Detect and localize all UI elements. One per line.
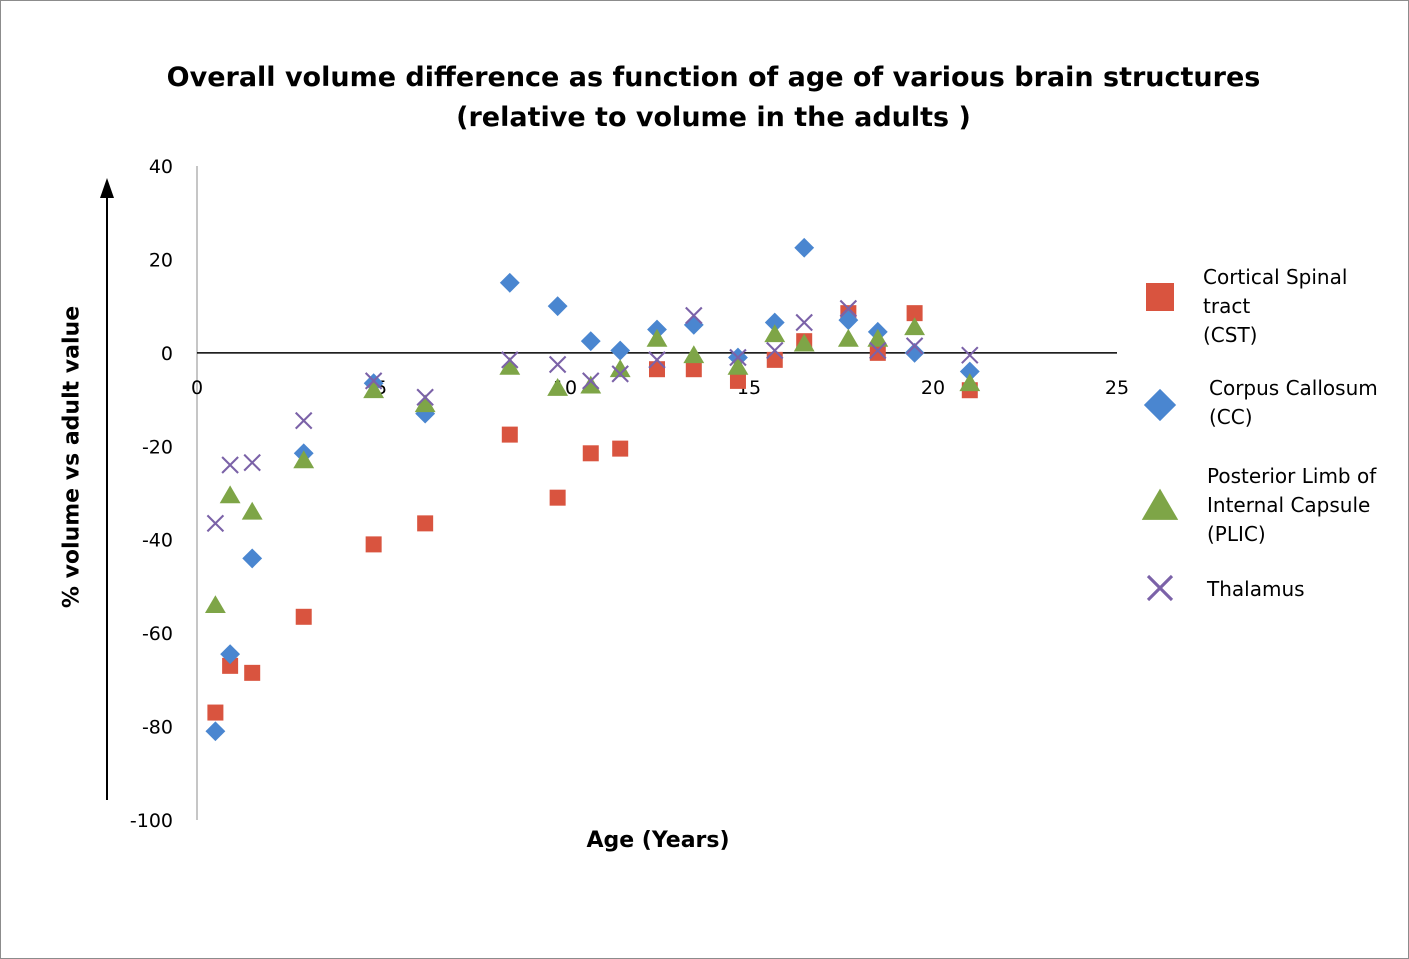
data-point-cst xyxy=(295,608,312,625)
data-point-thalamus xyxy=(221,456,239,474)
data-point-thalamus xyxy=(795,313,813,332)
data-point-plic xyxy=(867,328,889,347)
series-cc xyxy=(205,237,980,742)
data-point-cst xyxy=(612,440,629,457)
data-point-plic xyxy=(793,333,815,352)
legend-label-cst: Cortical Spinal tract (CST) xyxy=(1203,265,1348,347)
data-point-thalamus xyxy=(582,372,600,390)
data-point-plic xyxy=(293,450,315,469)
y-tick-label: 20 xyxy=(149,249,173,271)
y-tick-label: -100 xyxy=(130,810,173,832)
data-point-thalamus xyxy=(869,341,887,360)
data-point-thalamus xyxy=(729,348,747,367)
data-point-cc xyxy=(415,403,436,424)
data-point-plic xyxy=(959,373,981,392)
data-point-plic xyxy=(363,380,385,399)
data-point-plic xyxy=(204,595,226,614)
data-point-plic xyxy=(904,317,926,336)
data-point-plic xyxy=(547,377,569,396)
legend-label-thalamus: Thalamus xyxy=(1207,577,1305,601)
data-point-cst xyxy=(685,361,702,378)
data-point-cc xyxy=(838,310,859,331)
data-point-cst xyxy=(869,344,886,361)
legend-label-plic: Posterior Limb of Internal Capsule (PLIC… xyxy=(1207,464,1377,546)
data-point-cc xyxy=(959,361,980,382)
data-point-thalamus xyxy=(648,351,666,369)
data-point-plic xyxy=(727,356,749,375)
data-point-thalamus xyxy=(839,299,858,318)
data-point-cc xyxy=(547,296,568,317)
data-point-plic xyxy=(646,328,668,347)
data-point-cst xyxy=(906,305,923,322)
data-point-cc xyxy=(242,548,263,569)
data-point-thalamus xyxy=(611,365,629,383)
data-point-thalamus xyxy=(206,514,225,533)
y-arrow-head xyxy=(100,178,114,198)
data-point-plic xyxy=(414,394,436,413)
x-tick-label: 25 xyxy=(1105,377,1129,399)
data-point-cst xyxy=(417,515,434,532)
y-tick-label: -40 xyxy=(142,530,173,552)
data-point-plic xyxy=(499,356,521,375)
data-point-cst xyxy=(244,664,261,681)
data-point-cst xyxy=(207,704,224,721)
data-point-thalamus xyxy=(243,453,261,472)
data-point-plic xyxy=(764,324,786,343)
data-point-plic xyxy=(241,501,263,520)
y-tick-label: -80 xyxy=(142,717,173,739)
data-point-plic xyxy=(609,359,631,378)
x-axis-label: Age (Years) xyxy=(586,828,730,853)
data-point-thalamus xyxy=(905,337,924,355)
series-cst xyxy=(207,305,978,721)
x-tick-label: 0 xyxy=(191,377,203,399)
data-point-cst xyxy=(649,361,665,378)
y-tick-label: 40 xyxy=(149,156,173,178)
data-point-cc xyxy=(580,331,601,352)
chart-title: Overall volume difference as function of… xyxy=(166,62,1261,93)
data-point-thalamus xyxy=(416,388,434,406)
data-point-plic xyxy=(683,345,705,364)
data-point-thalamus xyxy=(501,351,519,369)
series-thalamus xyxy=(206,299,979,533)
data-point-cst xyxy=(222,657,239,674)
data-point-cc xyxy=(794,237,815,258)
data-point-plic xyxy=(580,375,602,394)
data-point-thalamus xyxy=(548,355,567,374)
x-tick-label: 20 xyxy=(921,377,945,399)
data-point-thalamus xyxy=(961,346,979,364)
data-point-cc xyxy=(205,721,226,742)
data-point-cc xyxy=(764,312,785,333)
y-tick-label: 0 xyxy=(161,343,173,365)
data-point-cst xyxy=(766,351,783,368)
data-point-thalamus xyxy=(766,341,784,360)
legend-marker-cc xyxy=(1143,388,1177,422)
data-point-cst xyxy=(365,536,382,553)
y-tick-label: -60 xyxy=(142,623,173,645)
data-point-cc xyxy=(499,272,520,293)
data-point-thalamus xyxy=(685,306,703,325)
legend-label-cc: Corpus Callosum (CC) xyxy=(1209,376,1378,429)
data-point-cst xyxy=(501,426,518,443)
data-point-plic xyxy=(219,485,241,504)
y-tick-label: -20 xyxy=(142,436,173,458)
chart-subtitle: (relative to volume in the adults ) xyxy=(456,102,971,133)
data-point-cc xyxy=(904,342,925,363)
series-plic xyxy=(204,317,981,614)
legend-marker-plic xyxy=(1141,488,1179,520)
data-point-cc xyxy=(220,644,241,665)
data-point-plic xyxy=(837,328,859,347)
data-point-cst xyxy=(549,489,566,506)
data-point-thalamus xyxy=(294,411,313,430)
data-point-cc xyxy=(683,314,704,335)
data-point-thalamus xyxy=(364,372,383,390)
data-point-cc xyxy=(610,340,631,361)
legend-marker-thalamus xyxy=(1146,574,1174,602)
data-point-cst xyxy=(729,372,746,389)
legend-marker-cst xyxy=(1146,283,1174,311)
data-point-cst xyxy=(582,445,599,462)
